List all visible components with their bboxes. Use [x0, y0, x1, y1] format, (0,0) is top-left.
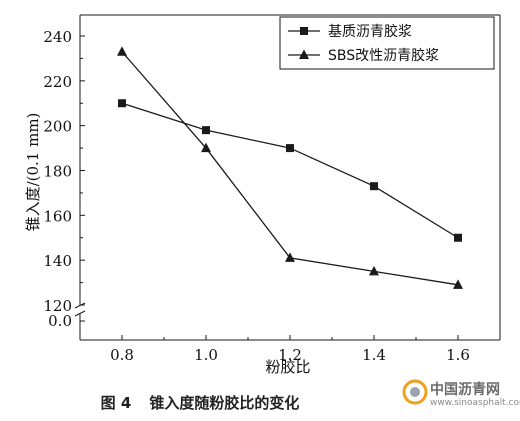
x-tick-label: 1.2 [278, 346, 302, 364]
data-point-series-2 [369, 265, 379, 276]
legend-label-1: 基质沥青胶浆 [328, 23, 412, 40]
y-axis-label: 锥入度/(0.1 mm) [24, 113, 42, 232]
figure-caption: 图 4 锥入度随粉胶比的变化 [0, 392, 400, 413]
chart-series [117, 46, 463, 289]
data-point-series-2 [201, 142, 211, 153]
legend-label-2: SBS改性沥青胶浆 [328, 47, 439, 64]
axis-break-mark-lower [74, 310, 86, 317]
watermark: 中国沥青网 www.sinoasphalt.com [400, 377, 520, 417]
y-tick-label: 160 [43, 207, 72, 225]
x-tick-label: 1.0 [194, 346, 218, 364]
data-point-series-2 [117, 46, 127, 56]
x-axis-label: 粉胶比 [265, 358, 310, 376]
x-tick-label: 0.8 [110, 346, 134, 364]
y-tick-label: 200 [43, 118, 72, 136]
chart-legend: 基质沥青胶浆 SBS改性沥青胶浆 [279, 16, 495, 70]
data-point-series-1 [118, 99, 126, 108]
figure-title: 锥入度随粉胶比的变化 [149, 394, 300, 412]
watermark-name: 中国沥青网 [430, 382, 500, 398]
legend-marker-2 [299, 49, 309, 59]
y-tick-label: 120 [43, 297, 72, 315]
y-tick-label-zero: 0.0 [48, 312, 72, 330]
y-tick-label: 240 [43, 28, 72, 46]
watermark-logo-icon [402, 379, 428, 405]
legend-box [279, 16, 495, 70]
watermark-url: www.sinoasphalt.com [430, 398, 520, 408]
series-line-2 [121, 51, 459, 286]
chart-ticks: 120 140 160 180 200 220 240 0.0 0.8 1.0 1.2 1.4 1.6 [43, 28, 470, 364]
y-tick-label: 140 [43, 252, 72, 270]
data-point-series-1 [454, 233, 462, 242]
data-point-series-1 [370, 182, 378, 191]
data-point-series-2 [453, 279, 463, 289]
y-tick-label: 180 [43, 163, 72, 181]
data-point-series-1 [286, 144, 294, 153]
x-tick-label: 1.6 [446, 346, 470, 364]
x-tick-label: 1.4 [362, 346, 386, 364]
y-tick-label: 220 [43, 73, 72, 91]
legend-marker-1 [300, 27, 308, 35]
data-point-series-2 [285, 252, 295, 262]
data-point-series-1 [202, 126, 210, 135]
series-line-1 [121, 102, 459, 239]
figure-number: 图 4 [100, 394, 132, 412]
